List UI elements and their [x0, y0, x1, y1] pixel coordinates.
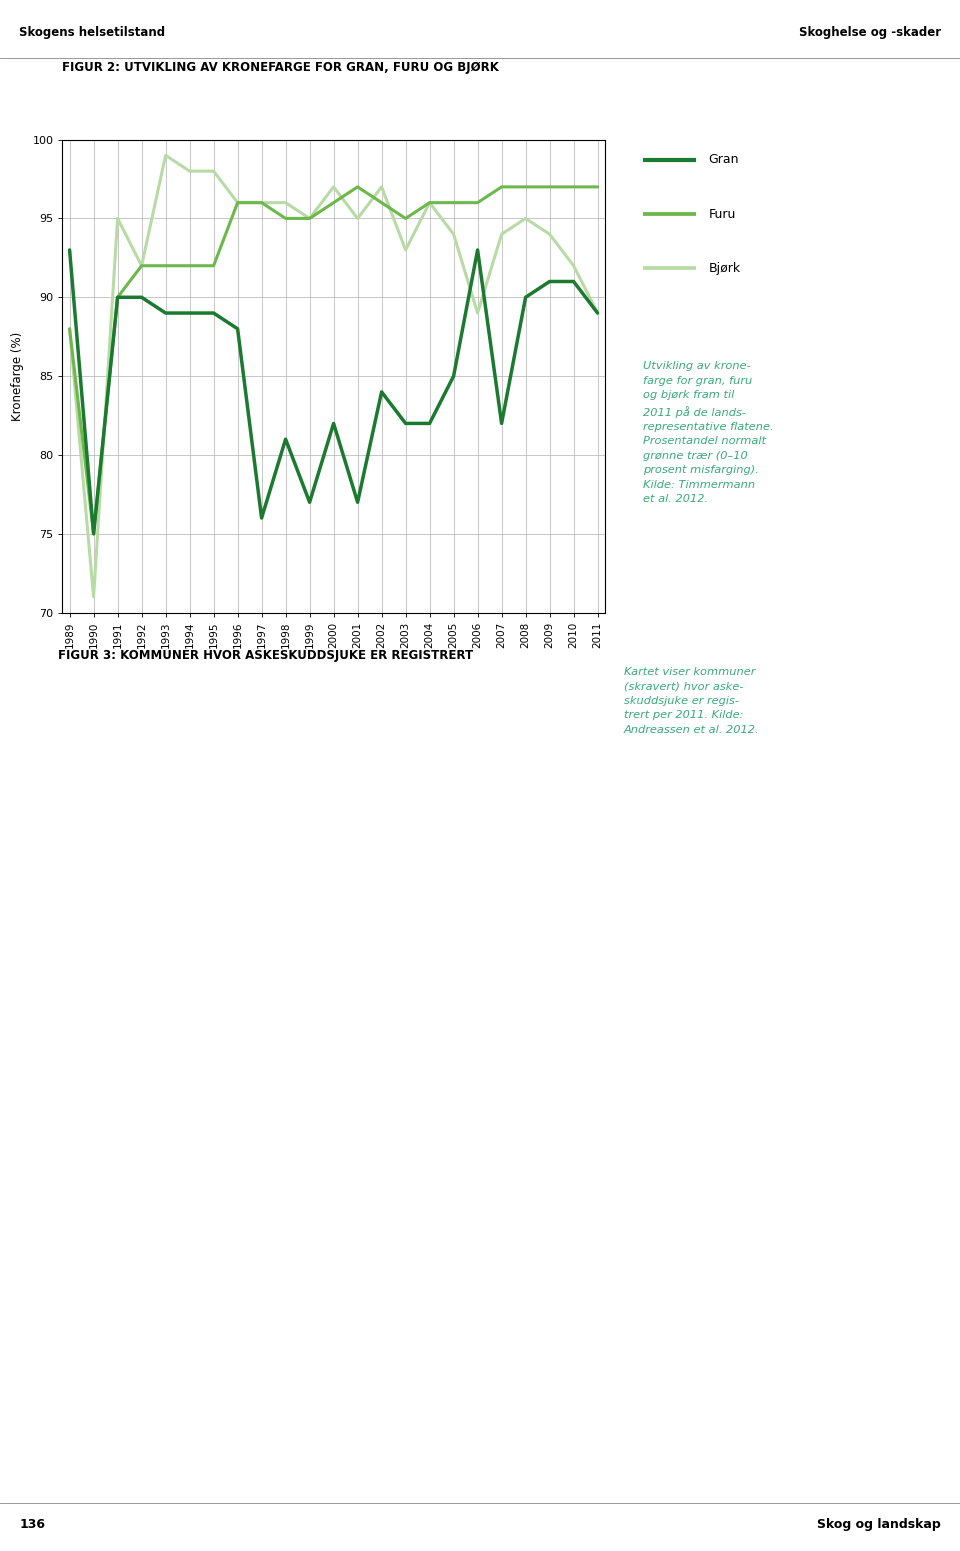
Text: Kartet viser kommuner
(skravert) hvor aske-
skuddsjuke er regis-
trert per 2011.: Kartet viser kommuner (skravert) hvor as…: [624, 667, 759, 735]
Text: Bjørk: Bjørk: [708, 262, 740, 275]
Text: Gran: Gran: [708, 154, 739, 166]
Text: Skogens helsetilstand: Skogens helsetilstand: [19, 26, 165, 39]
Text: FIGUR 2: UTVIKLING AV KRONEFARGE FOR GRAN, FURU OG BJØRK: FIGUR 2: UTVIKLING AV KRONEFARGE FOR GRA…: [62, 62, 499, 74]
Y-axis label: Kronefarge (%): Kronefarge (%): [11, 332, 24, 420]
Text: Skog og landskap: Skog og landskap: [817, 1518, 941, 1531]
Text: Skoghelse og -skader: Skoghelse og -skader: [799, 26, 941, 39]
Text: FIGUR 3: KOMMUNER HVOR ASKESKUDDSJUKE ER REGISTRERT: FIGUR 3: KOMMUNER HVOR ASKESKUDDSJUKE ER…: [58, 650, 472, 662]
Text: 136: 136: [19, 1518, 45, 1531]
Text: Utvikling av krone-
farge for gran, furu
og bjørk fram til
2011 på de lands-
rep: Utvikling av krone- farge for gran, furu…: [643, 361, 774, 504]
Text: Furu: Furu: [708, 208, 736, 220]
